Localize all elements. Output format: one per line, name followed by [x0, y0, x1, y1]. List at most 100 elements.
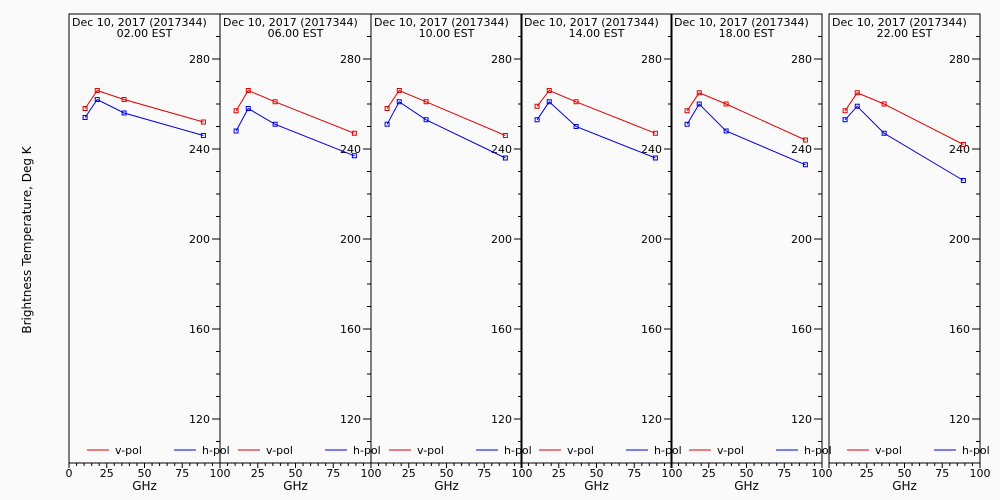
x-tick-label: 75 — [326, 467, 340, 480]
y-tick-label: 160 — [949, 323, 970, 336]
x-tick-label: 75 — [175, 467, 189, 480]
series-point-v-pol — [842, 108, 848, 114]
legend-label-h-pol: h-pol — [654, 444, 682, 457]
chart-panel: Dec 10, 2017 (2017344)22.00 EST 120 160 200… — [828, 13, 991, 493]
series-point-h-pol — [351, 153, 357, 159]
y-tick-label: 240 — [340, 143, 361, 156]
y-axis-label: Brightness Temperature, Deg K — [20, 145, 34, 333]
series-point-v-pol — [881, 101, 887, 107]
series-point-h-pol — [802, 162, 808, 168]
y-tick-label: 280 — [189, 53, 210, 66]
y-tick-label: 160 — [791, 323, 812, 336]
x-tick-label: 25 — [251, 467, 265, 480]
panel-title: Dec 10, 2017 (2017344) — [72, 16, 207, 29]
series-point-h-pol — [881, 130, 887, 136]
x-axis-label: GHz — [283, 479, 308, 493]
series-line-h-pol — [536, 101, 656, 159]
y-tick-label: 120 — [949, 413, 970, 426]
x-tick-label: 100 — [512, 467, 533, 480]
y-tick-label: 240 — [189, 143, 210, 156]
y-tick-label: 240 — [791, 143, 812, 156]
series-line-v-pol — [235, 89, 355, 134]
legend-label-v-pol: v-pol — [266, 444, 293, 457]
panel-title: Dec 10, 2017 (2017344) — [524, 16, 659, 29]
series-point-v-pol — [534, 103, 540, 109]
series-point-v-pol — [854, 90, 860, 96]
y-tick-label: 200 — [641, 233, 662, 246]
legend-label-h-pol: h-pol — [202, 444, 230, 457]
y-tick-label: 120 — [189, 413, 210, 426]
series-line-v-pol — [686, 92, 806, 141]
y-tick-label: 280 — [791, 53, 812, 66]
x-tick-label: 75 — [777, 467, 791, 480]
series-point-h-pol — [233, 128, 239, 134]
chart-panels: Dec 10, 2017 (2017344)02.00 EST120160200… — [66, 13, 991, 493]
series-point-h-pol — [396, 99, 402, 105]
x-tick-label: 25 — [860, 467, 874, 480]
series-point-h-pol — [82, 115, 88, 120]
panel-subtitle: 18.00 EST — [719, 27, 775, 40]
x-tick-label: 25 — [402, 467, 416, 480]
series-line-v-pol — [84, 89, 204, 123]
series-line-h-pol — [386, 101, 506, 159]
x-tick-label: 50 — [440, 467, 454, 480]
series-point-v-pol — [121, 97, 127, 102]
x-tick-label: 100 — [210, 467, 231, 480]
chart-panel: Dec 10, 2017 (2017344)02.00 EST 120 160 200… — [66, 13, 231, 493]
y-tick-label: 280 — [491, 53, 512, 66]
x-tick-label: 75 — [627, 467, 641, 480]
series-point-h-pol — [696, 101, 702, 107]
y-tick-label: 200 — [340, 233, 361, 246]
series-point-v-pol — [384, 106, 390, 111]
panel-title: Dec 10, 2017 (2017344) — [832, 16, 967, 29]
x-tick-label: 100 — [970, 467, 991, 480]
x-tick-label: 0 — [66, 467, 73, 480]
series-point-h-pol — [245, 106, 251, 111]
x-tick-label: 25 — [552, 467, 566, 480]
series-point-h-pol — [842, 117, 848, 123]
legend-label-v-pol: v-pol — [417, 444, 444, 457]
series-line-h-pol — [235, 107, 355, 157]
x-axis-label: GHz — [434, 479, 459, 493]
series-point-v-pol — [684, 108, 690, 114]
legend-label-h-pol: h-pol — [504, 444, 532, 457]
x-tick-label: 50 — [138, 467, 152, 480]
y-tick-label: 160 — [491, 323, 512, 336]
panel-title: Dec 10, 2017 (2017344) — [374, 16, 509, 29]
series-point-h-pol — [652, 155, 658, 161]
series-point-h-pol — [854, 103, 860, 109]
y-tick-label: 240 — [491, 143, 512, 156]
series-point-h-pol — [960, 178, 966, 183]
series-point-h-pol — [272, 121, 278, 127]
series-point-h-pol — [200, 133, 206, 138]
series-point-h-pol — [573, 124, 579, 129]
y-tick-label: 240 — [949, 143, 970, 156]
series-point-h-pol — [384, 121, 390, 127]
series-point-h-pol — [534, 117, 540, 123]
series-line-h-pol — [844, 105, 964, 181]
series-point-v-pol — [396, 88, 402, 93]
series-point-v-pol — [233, 108, 239, 114]
series-point-h-pol — [546, 99, 552, 105]
legend-label-v-pol: v-pol — [875, 444, 902, 457]
series-point-v-pol — [272, 99, 278, 105]
series-line-h-pol — [686, 103, 806, 166]
series-point-v-pol — [200, 119, 206, 125]
y-tick-label: 280 — [949, 53, 970, 66]
y-tick-label: 120 — [641, 413, 662, 426]
y-tick-label: 120 — [340, 413, 361, 426]
series-point-v-pol — [546, 88, 552, 93]
x-tick-label: 100 — [361, 467, 382, 480]
series-line-h-pol — [84, 98, 204, 136]
series-point-v-pol — [573, 99, 579, 105]
series-point-h-pol — [684, 121, 690, 127]
series-point-h-pol — [423, 117, 429, 123]
series-line-v-pol — [536, 89, 656, 134]
legend-label-h-pol: h-pol — [962, 444, 990, 457]
series-line-v-pol — [844, 92, 964, 145]
x-tick-label: 100 — [812, 467, 833, 480]
legend-label-v-pol: v-pol — [717, 444, 744, 457]
series-point-v-pol — [423, 99, 429, 105]
panel-title: Dec 10, 2017 (2017344) — [674, 16, 809, 29]
